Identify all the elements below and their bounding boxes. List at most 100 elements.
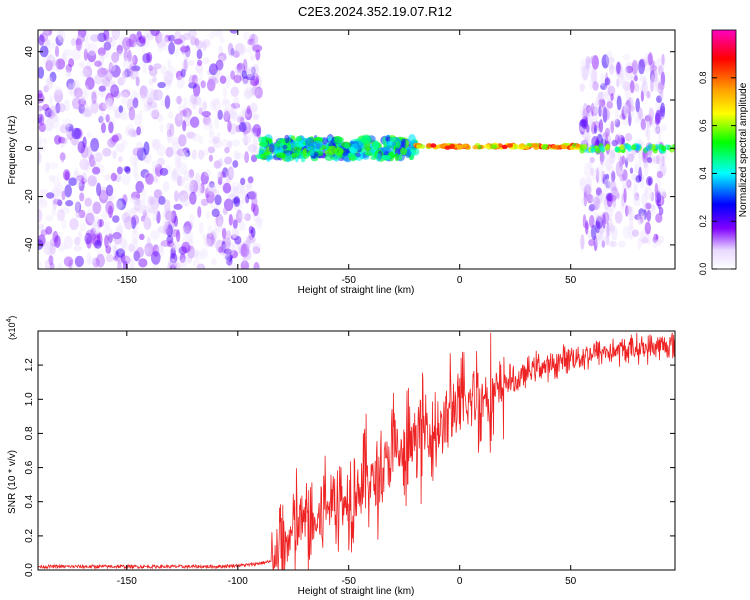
spectrogram-cell bbox=[106, 80, 116, 88]
spectrogram-cell bbox=[116, 50, 123, 57]
spectrogram-cell bbox=[253, 203, 259, 217]
spectrogram-cell bbox=[170, 240, 180, 251]
spectrogram-cell bbox=[641, 237, 649, 244]
spectrogram-cell bbox=[218, 52, 227, 62]
colorbar-gradient bbox=[712, 30, 736, 269]
spectrogram-cell bbox=[249, 78, 259, 87]
spectrogram-cell bbox=[143, 246, 150, 255]
spectrogram-cell bbox=[644, 185, 653, 200]
spectrogram-cell bbox=[138, 199, 147, 214]
spectrogram-cell bbox=[211, 78, 219, 85]
spectrogram-cell bbox=[344, 142, 349, 149]
spectrogram-cell bbox=[416, 144, 422, 149]
spectrogram-cell bbox=[649, 148, 653, 164]
spectrogram-cell bbox=[652, 60, 656, 68]
spectrogram-cell bbox=[347, 152, 353, 158]
spectrogram-cell bbox=[361, 134, 372, 145]
spectrogram-cell bbox=[245, 237, 251, 250]
spectrogram-cell bbox=[615, 62, 623, 78]
spectrogram-cell bbox=[81, 171, 87, 182]
spectrogram-cell bbox=[105, 184, 114, 197]
spectrogram-cell bbox=[602, 173, 607, 185]
spectrogram-cell bbox=[165, 210, 174, 221]
spectrogram-cell bbox=[131, 70, 140, 78]
spectrogram-cell bbox=[623, 80, 630, 90]
spectrogram-cell bbox=[132, 163, 139, 178]
spectrogram-cell bbox=[598, 105, 602, 117]
spectrogram-cell bbox=[86, 208, 94, 223]
spectrogram-cell bbox=[111, 30, 121, 40]
spectrogram-cell bbox=[112, 150, 117, 160]
spectrogram-cell bbox=[648, 154, 655, 165]
spectrogram-cell bbox=[243, 135, 249, 146]
spectrogram-cell bbox=[71, 97, 82, 110]
spectrogram-cell bbox=[194, 184, 203, 197]
spectrogram-cell bbox=[606, 222, 610, 238]
spectrogram-cell bbox=[143, 102, 151, 112]
spectrogram-cell bbox=[229, 250, 239, 259]
spectrogram-cell bbox=[174, 190, 179, 203]
spectrogram-cell bbox=[59, 152, 66, 161]
spectrogram-cell bbox=[655, 112, 660, 125]
spectrogram-cell bbox=[74, 200, 80, 212]
spectrogram-cell bbox=[115, 143, 125, 153]
spectrogram-cell bbox=[174, 48, 179, 57]
spectrogram-cell bbox=[246, 105, 251, 115]
spectrogram-cell bbox=[625, 61, 634, 70]
spectrogram-cell bbox=[119, 237, 127, 249]
spectrogram-cell bbox=[188, 74, 197, 86]
spectrogram-cell bbox=[177, 40, 186, 53]
spectrogram-cell bbox=[198, 221, 204, 235]
spectrogram-cell bbox=[133, 155, 138, 167]
spectrogram-cell bbox=[110, 243, 119, 252]
spectrogram-cell bbox=[240, 243, 250, 258]
spectrogram-cell bbox=[230, 47, 235, 56]
spectrogram-cell bbox=[170, 264, 176, 269]
spectrogram-cell bbox=[221, 99, 231, 109]
spectrogram-cell bbox=[108, 193, 116, 202]
y-tick-label: 0.6 bbox=[24, 460, 35, 474]
spectrogram-cell bbox=[238, 221, 246, 231]
spectrogram-cell bbox=[71, 81, 79, 91]
spectrogram-cell bbox=[641, 80, 649, 97]
spectrogram-cell bbox=[154, 163, 163, 177]
spectrogram-cell bbox=[104, 234, 109, 248]
snr-frame bbox=[37, 330, 676, 571]
spectrogram-cell bbox=[94, 60, 102, 67]
spectrogram-cell bbox=[97, 67, 107, 78]
spectrogram-cell bbox=[244, 134, 252, 144]
spectrogram-cell bbox=[118, 155, 123, 163]
spectrogram-cell bbox=[587, 57, 595, 64]
colorbar-tick-label: 0.4 bbox=[698, 167, 708, 180]
spectrogram-cell bbox=[217, 109, 223, 121]
colorbar-frame bbox=[711, 29, 737, 270]
spectrogram-cell bbox=[208, 76, 218, 83]
spectrogram-cell bbox=[38, 260, 42, 269]
spectrogram-cell bbox=[136, 141, 144, 150]
spectrogram-cell bbox=[293, 150, 301, 156]
spectrogram-cell bbox=[144, 215, 150, 227]
spectrogram-cell bbox=[98, 102, 107, 112]
spectrogram-cell bbox=[166, 224, 173, 237]
spectrogram-cell bbox=[646, 53, 653, 66]
spectrogram-cell bbox=[223, 111, 231, 123]
spectrogram-cell bbox=[542, 143, 549, 149]
spectrogram-cell bbox=[244, 86, 255, 99]
spectrogram-cell bbox=[597, 91, 604, 100]
spectrogram-cell bbox=[128, 243, 135, 253]
spectrogram-cell bbox=[601, 54, 610, 69]
spectrogram-cell bbox=[523, 145, 530, 150]
spectrogram-cell bbox=[628, 214, 634, 230]
spectrogram-cell bbox=[148, 207, 159, 214]
spectrogram-cell bbox=[149, 30, 157, 37]
spectrogram-cell bbox=[225, 170, 231, 185]
spectrogram-cell bbox=[84, 106, 94, 118]
spectrogram-cell bbox=[232, 219, 238, 229]
spectrogram-cell bbox=[245, 73, 255, 81]
spectrogram-cell bbox=[215, 213, 224, 227]
spectrogram-cell bbox=[210, 98, 220, 106]
spectrogram-cell bbox=[131, 238, 139, 252]
spectrogram-cell bbox=[582, 65, 589, 81]
spectrogram-cell bbox=[627, 225, 635, 240]
spectrogram-cell bbox=[652, 69, 658, 83]
